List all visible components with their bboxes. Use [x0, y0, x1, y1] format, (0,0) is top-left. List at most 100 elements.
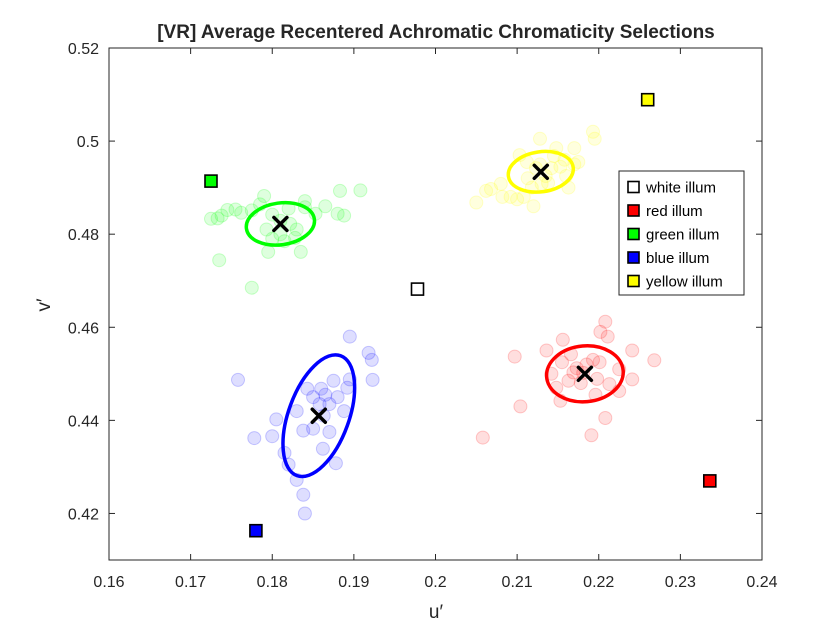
- red-point: [592, 355, 607, 370]
- white-illum-marker: [410, 282, 425, 296]
- green-point: [244, 280, 259, 295]
- red-point: [566, 365, 581, 380]
- blue-point: [247, 431, 262, 446]
- yellow-point: [526, 199, 541, 214]
- red-point: [598, 411, 613, 425]
- yellow-mean-marker: [532, 163, 550, 181]
- legend: white illum red illum green illum blue illu…: [618, 170, 745, 296]
- green-illum-marker: [204, 174, 218, 188]
- red-point: [507, 349, 522, 364]
- blue-point: [296, 423, 311, 438]
- yellow-point: [484, 182, 498, 196]
- blue-point: [318, 387, 333, 402]
- y-tick-label: 0.42: [68, 506, 99, 523]
- blue-point: [314, 381, 329, 396]
- blue-point: [296, 487, 311, 502]
- blue-point: [289, 404, 304, 419]
- illuminant-markers: [204, 92, 717, 538]
- blue-point: [312, 397, 327, 412]
- blue-point: [365, 372, 380, 387]
- red-point: [539, 343, 554, 358]
- yellow-point: [503, 189, 518, 204]
- blue-point: [337, 404, 352, 419]
- y-tick-label: 0.52: [68, 41, 99, 58]
- yellow-illum-marker: [640, 92, 655, 107]
- x-tick-label: 0.22: [583, 574, 614, 591]
- x-tick-label: 0.24: [746, 574, 777, 591]
- yellow-point: [469, 195, 484, 210]
- red-illum-marker: [702, 474, 717, 488]
- red-point: [600, 329, 615, 344]
- yellow-point: [587, 131, 602, 146]
- legend-box: [618, 170, 745, 296]
- green-point: [257, 189, 272, 203]
- red-point: [590, 371, 605, 386]
- red-point: [569, 361, 584, 376]
- y-tick-label: 0.46: [68, 320, 99, 337]
- y-axis-ticks: 0.42 0.44 0.46 0.48 0.5 0.52: [68, 41, 762, 523]
- yellow-ellipse: [506, 149, 576, 194]
- green-point: [220, 203, 235, 217]
- green-point: [204, 211, 218, 226]
- blue-point: [315, 441, 330, 456]
- yellow-point: [533, 131, 547, 146]
- blue-point: [297, 506, 312, 521]
- y-tick-label: 0.44: [68, 413, 99, 430]
- green-point: [261, 244, 276, 259]
- chart-title: [VR] Average Recentered Achromatic Chrom…: [157, 22, 715, 43]
- red-point: [555, 355, 569, 370]
- x-tick-label: 0.2: [424, 574, 446, 591]
- yellow-point: [479, 183, 494, 198]
- red-point: [513, 399, 528, 414]
- red-point: [586, 352, 600, 367]
- red-point: [625, 343, 640, 358]
- red-mean-marker: [576, 365, 594, 383]
- x-tick-label: 0.21: [502, 574, 533, 591]
- x-tick-label: 0.16: [93, 574, 124, 591]
- green-ellipse: [244, 200, 317, 247]
- x-tick-label: 0.17: [175, 574, 206, 591]
- green-point: [353, 183, 368, 198]
- blue-point: [265, 429, 280, 444]
- legend-label: yellow illum: [646, 274, 723, 291]
- legend-label: green illum: [646, 227, 719, 244]
- green-point: [273, 213, 288, 228]
- blue-point: [364, 352, 379, 367]
- legend-label: white illum: [645, 180, 716, 197]
- yellow-point: [510, 192, 525, 207]
- blue-mean-marker: [310, 407, 328, 424]
- red-point: [584, 428, 599, 443]
- red-point: [602, 377, 617, 392]
- blue-point: [300, 381, 315, 396]
- green-point: [273, 227, 288, 242]
- yellow-point: [493, 176, 508, 191]
- red-point: [625, 372, 640, 387]
- blue-point: [330, 390, 345, 405]
- blue-point: [322, 425, 337, 439]
- yellow-point: [567, 141, 582, 156]
- blue-point: [306, 390, 321, 405]
- green-mean-marker: [272, 215, 289, 233]
- red-point: [647, 353, 662, 368]
- legend-swatch: [627, 204, 640, 217]
- legend-swatch: [627, 274, 640, 288]
- blue-point: [342, 329, 357, 344]
- blue-point: [231, 372, 245, 387]
- y-tick-label: 0.48: [68, 227, 99, 244]
- green-point: [259, 222, 274, 237]
- green-point: [318, 199, 333, 214]
- legend-label: red illum: [646, 203, 703, 220]
- green-point: [333, 183, 347, 198]
- green-point: [214, 208, 229, 223]
- y-tick-label: 0.5: [77, 134, 99, 151]
- green-point: [212, 253, 227, 268]
- green-point: [293, 244, 308, 259]
- yellow-point: [495, 189, 510, 204]
- x-tick-label: 0.19: [338, 574, 369, 591]
- x-axis-label: u′: [429, 602, 444, 623]
- green-point: [283, 216, 298, 231]
- legend-swatch: [627, 251, 640, 264]
- x-axis-ticks: 0.16 0.17 0.18 0.19 0.2 0.21 0.22 0.23 0.24: [93, 48, 778, 591]
- red-point: [555, 332, 570, 347]
- blue-point: [328, 456, 343, 471]
